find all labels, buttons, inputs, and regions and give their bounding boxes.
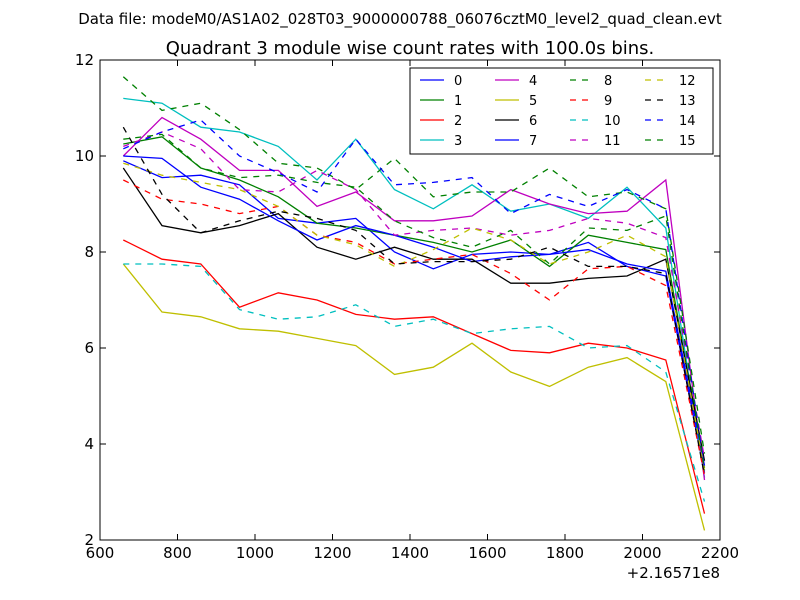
x-tick-label: 1800: [546, 544, 584, 562]
y-tick-label: 6: [84, 339, 94, 357]
series-line-0: [123, 160, 706, 473]
series-line-15: [123, 133, 706, 471]
x-tick-label: 600: [86, 544, 115, 562]
series-line-1: [123, 136, 706, 469]
legend-label-12: 12: [679, 74, 696, 89]
x-offset-label: +2.16571e8: [627, 564, 720, 582]
legend-label-2: 2: [454, 114, 462, 129]
y-tick-label: 2: [84, 531, 94, 549]
series-line-2: [123, 239, 706, 514]
legend-label-15: 15: [679, 134, 696, 149]
series-line-9: [123, 179, 706, 476]
series-line-5: [122, 263, 706, 531]
series-line-6: [122, 167, 706, 461]
chart-title: Quadrant 3 module wise count rates with …: [166, 38, 655, 59]
legend-label-4: 4: [529, 74, 537, 89]
x-tick-label: 2000: [623, 544, 661, 562]
y-tick-label: 12: [75, 51, 94, 69]
axis-layer: 600 800 1000 1200 1400 1600 1800 2000 2200246810…: [75, 51, 739, 562]
legend-label-13: 13: [679, 94, 696, 109]
series-line-12: [123, 162, 706, 471]
x-tick-label: 1200: [313, 544, 351, 562]
legend-label-6: 6: [529, 114, 537, 129]
figure-suptitle: Data file: modeM0/AS1A02_028T03_90000007…: [78, 10, 722, 29]
legend-label-1: 1: [454, 94, 462, 109]
legend-label-7: 7: [529, 134, 537, 149]
legend-label-8: 8: [604, 74, 612, 89]
x-tick-label: 2200: [701, 544, 739, 562]
x-tick-label: 1000: [236, 544, 274, 562]
series-line-8: [122, 76, 706, 454]
legend-label-14: 14: [679, 114, 696, 129]
series-line-13: [122, 126, 706, 476]
x-tick-label: 1400: [391, 544, 429, 562]
legend-label-0: 0: [454, 74, 462, 89]
series-line-7: [123, 155, 706, 466]
legend-label-5: 5: [529, 94, 537, 109]
legend-label-10: 10: [604, 114, 621, 129]
legend-label-11: 11: [604, 134, 621, 149]
series-line-3: [123, 97, 706, 478]
y-tick-label: 4: [84, 435, 94, 453]
series-line-14: [123, 119, 706, 469]
series-layer: [122, 76, 706, 531]
legend-label-9: 9: [604, 94, 612, 109]
y-tick-label: 10: [75, 147, 94, 165]
y-tick-label: 8: [84, 243, 94, 261]
legend-label-3: 3: [454, 134, 462, 149]
series-line-11: [123, 131, 706, 459]
series-line-4: [122, 116, 706, 481]
x-tick-label: 1600: [468, 544, 506, 562]
x-tick-label: 800: [163, 544, 192, 562]
series-line-10: [123, 263, 706, 502]
